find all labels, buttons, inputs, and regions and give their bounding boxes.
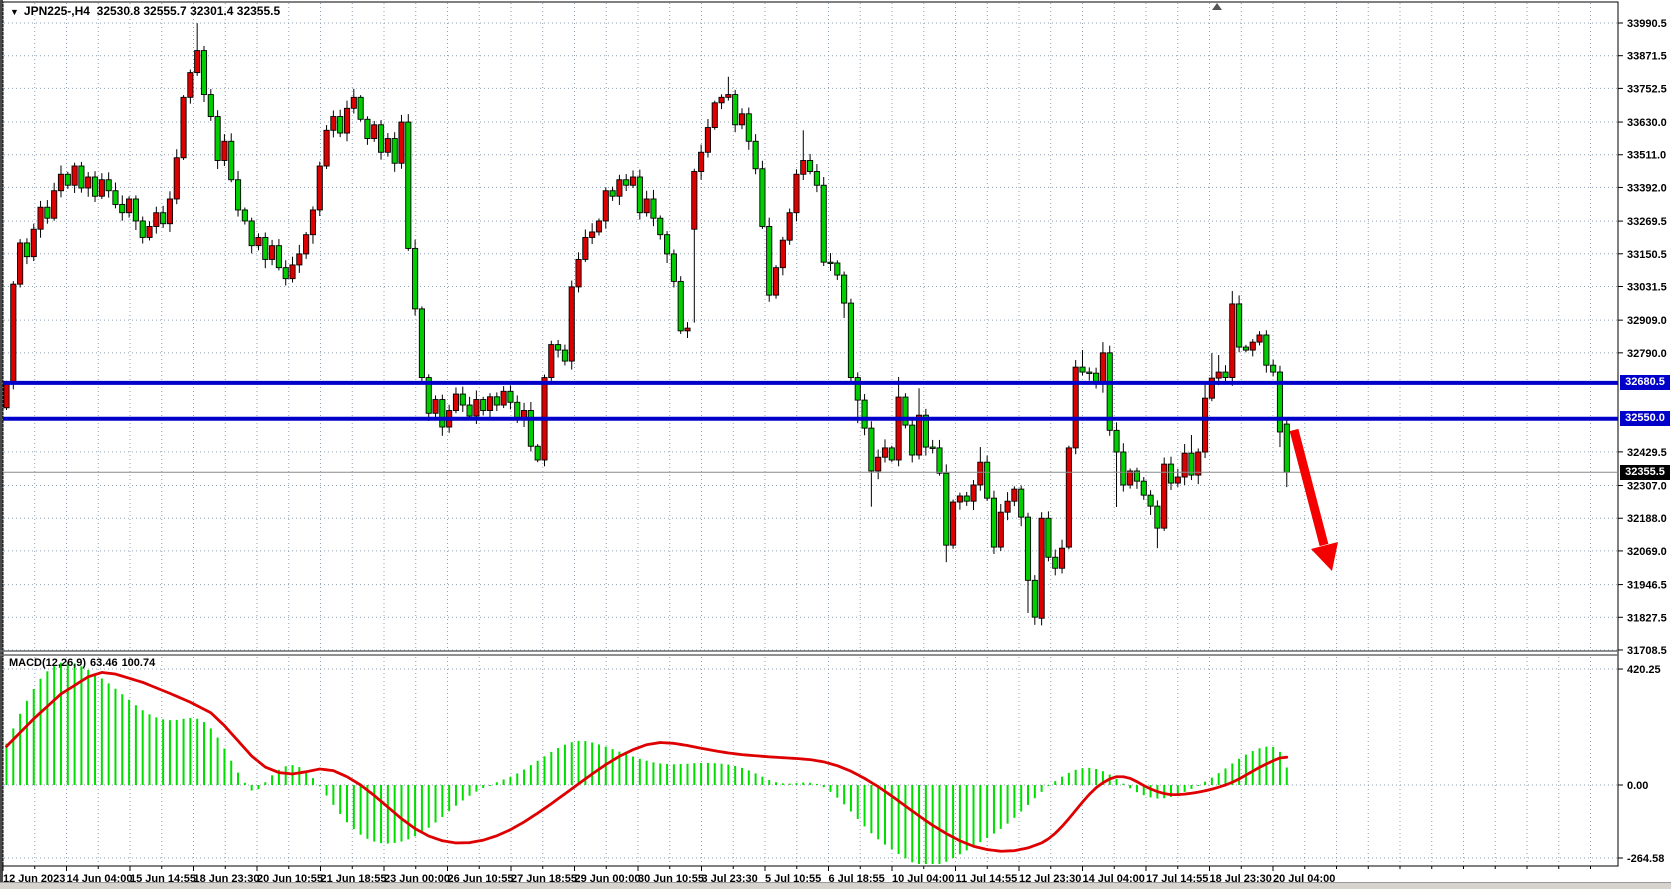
svg-text:32069.0: 32069.0: [1627, 546, 1667, 558]
svg-text:31827.5: 31827.5: [1627, 612, 1667, 624]
macd-signal-line: [5, 671, 1289, 853]
svg-text:33630.0: 33630.0: [1627, 117, 1667, 129]
price-axis[interactable]: 33990.5 33871.5 33752.5 33630.0 33511.0 33392…: [1618, 18, 1667, 865]
symbol-name: JPN225-,H4: [23, 4, 90, 18]
svg-text:32429.5: 32429.5: [1627, 447, 1667, 459]
macd-signal-value: 100.74: [121, 657, 156, 669]
svg-text:0.00: 0.00: [1627, 780, 1648, 792]
svg-text:32790.0: 32790.0: [1627, 348, 1667, 360]
svg-text:31708.5: 31708.5: [1627, 645, 1667, 657]
price-tag-resistance-1: 32680.5: [1620, 375, 1670, 391]
candlestick-series: [3, 23, 1290, 626]
window-frame-bottom: [0, 882, 1671, 889]
svg-text:32307.0: 32307.0: [1627, 481, 1667, 493]
macd-histogram: [5, 661, 1288, 864]
svg-text:32188.0: 32188.0: [1627, 513, 1667, 525]
svg-text:33031.5: 33031.5: [1627, 281, 1667, 293]
svg-text:33871.5: 33871.5: [1627, 51, 1667, 63]
ohlc-readout: 32530.8 32555.7 32301.4 32355.5: [96, 4, 281, 18]
price-tag-current: 32355.5: [1620, 464, 1670, 480]
macd-indicator-label: MACD(12,26,9) 63.46 100.74: [9, 657, 159, 669]
svg-text:33511.0: 33511.0: [1627, 150, 1666, 162]
symbol-dropdown-icon[interactable]: ▼: [10, 7, 19, 17]
price-tag-resistance-2: 32550.0: [1620, 411, 1670, 427]
chart-title: ▼ JPN225-,H4 32530.8 32555.7 32301.4 3235…: [10, 4, 280, 18]
annotation-arrow[interactable]: [1289, 428, 1338, 571]
svg-text:420.25: 420.25: [1627, 664, 1661, 676]
window-frame-left: [0, 0, 3, 889]
grid: [2, 3, 1617, 865]
svg-text:31946.5: 31946.5: [1627, 580, 1667, 592]
svg-text:33269.5: 33269.5: [1627, 216, 1667, 228]
svg-text:-264.58: -264.58: [1627, 853, 1664, 865]
chart-shift-marker[interactable]: [1212, 3, 1222, 10]
plot-border: [2, 1, 1619, 867]
svg-text:33752.5: 33752.5: [1627, 83, 1667, 95]
svg-text:32909.0: 32909.0: [1627, 315, 1667, 327]
svg-text:33990.5: 33990.5: [1627, 18, 1667, 30]
macd-name: MACD(12,26,9): [9, 657, 87, 669]
svg-text:33392.0: 33392.0: [1627, 182, 1667, 194]
macd-main-value: 63.46: [90, 657, 118, 669]
svg-text:33150.5: 33150.5: [1627, 249, 1667, 261]
